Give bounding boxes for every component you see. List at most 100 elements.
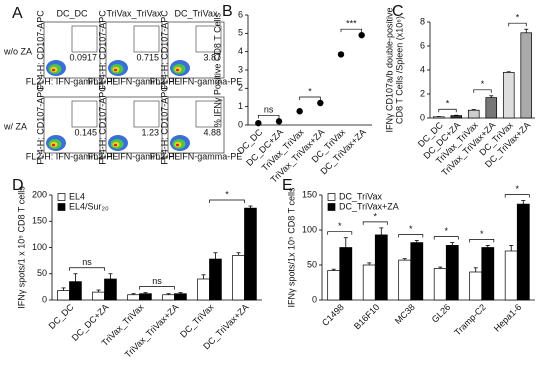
significance-bracket [327,231,353,235]
dot [317,99,324,107]
x-axis-label: FL2-H: IFN-gamma-PE [88,76,181,86]
y-axis-label: FL4-H: CD107-APC [35,10,45,90]
y-tick-label: 8 [420,16,425,26]
bar [481,247,495,301]
bar [516,203,530,301]
density [113,68,118,72]
significance-bracket [438,108,457,113]
gate-value: 0.145 [74,127,97,137]
row-label: w/o ZA [3,46,32,56]
bar [327,270,341,301]
significance-label: * [409,224,413,234]
significance-label: * [225,189,229,199]
dot [296,108,303,115]
bar [374,234,388,301]
legend-label: DC_TriVax+ZA [339,201,399,211]
gate-value: 1.23 [141,127,159,137]
y-axis-label: FL4-H: CD107-APC [97,10,107,90]
bar [197,278,210,301]
bar [432,116,445,119]
bar [92,291,105,301]
bar [174,293,187,301]
panel-letter: D [12,177,24,194]
density [51,68,56,72]
y-axis-label: FL4-H: CD107-APC [159,10,169,90]
density [175,143,180,147]
y-tick-label: 50 [307,259,317,269]
column-title: DC_TriVax [174,8,218,18]
significance-label: ns [152,276,162,286]
significance-label: * [480,229,484,239]
legend-label: EL4 [69,191,85,201]
x-axis-label: FL2-H: IFN-gamma-PE [26,151,119,161]
bar [139,293,152,301]
x-tick-label: Hepa1-6 [492,302,523,333]
x-tick-label: MC38 [393,302,417,326]
y-tick-label: 150 [302,189,317,199]
significance-bracket [473,89,492,93]
significance-bracket [209,199,245,204]
significance-bracket [257,114,280,119]
x-tick-label: GL26 [430,302,453,325]
x-axis-label: FL2-H: IFN-gamma-PE [150,151,243,161]
bar [244,207,257,301]
bar [445,245,459,301]
bar [398,259,412,301]
gate-value: 4.88 [203,127,221,137]
significance-bracket [340,28,363,33]
y-axis-label: % IFNγ Positive CD8 T Cells [212,12,222,127]
column-title: DC_DC [56,8,88,18]
dot [275,118,283,125]
legend-swatch [57,193,66,201]
legend-swatch [57,203,66,211]
y-axis-label: IFNγ spots/1 x 10⁵ CD8 T cells [16,186,26,309]
significance-label: * [446,99,450,109]
significance-label: * [338,221,342,231]
dot [255,119,262,127]
gate [195,100,222,128]
dot [358,31,365,39]
density [175,68,180,72]
bar [520,32,533,119]
bar [362,264,376,301]
bar [104,278,117,301]
y-tick-label: 1 [238,101,243,111]
significance-label: * [308,86,312,96]
gate [71,25,98,53]
gate-value: 3.87 [203,52,221,62]
y-tick-label: 0 [420,112,425,122]
significance-bracket [508,22,527,27]
bar [69,281,82,301]
panel-letter: A [12,5,23,22]
legend-swatch [327,203,336,211]
significance-bracket [69,267,105,271]
x-axis-label: FL2-H: IFN-gamma-PE [150,76,243,86]
y-tick-label: 3 [238,64,243,74]
y-tick-label: 100 [32,242,47,252]
significance-label: * [515,184,519,194]
gate [71,100,98,128]
bar [467,109,480,119]
bar [209,258,222,301]
significance-bracket [433,236,459,240]
significance-label: * [516,13,520,23]
x-tick-label: C1498 [320,302,346,328]
y-tick-label: 100 [302,224,317,234]
y-tick-label: 0 [238,119,243,129]
bar [485,97,498,119]
gate-value: 0.715 [136,52,159,62]
y-axis-label: IFNγ CD107a/b double-positive [384,7,394,132]
y-axis-label: FL4-H: CD107-APC [159,85,169,165]
gate [133,25,160,53]
y-axis-label: CD8 T Cells /Spleen (x10⁶) [394,16,404,124]
x-axis-label: FL2-H: IFN-gamma-PE [88,151,181,161]
bar [57,290,70,301]
significance-label: * [481,79,485,89]
y-tick-label: 50 [37,268,47,278]
bar [127,294,140,301]
legend-label: EL4/Sur₂₀ [69,201,109,211]
panel-letter: B [222,3,233,20]
bar [232,255,245,301]
y-tick-label: 200 [32,189,47,199]
